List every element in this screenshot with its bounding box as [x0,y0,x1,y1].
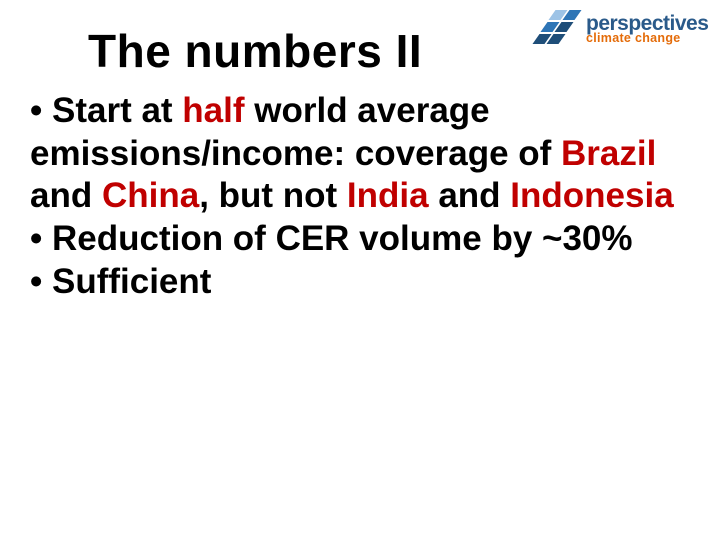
highlight-china: China [102,176,199,215]
highlight-half: half [182,91,244,130]
highlight-brazil: Brazil [561,134,656,173]
text-fragment: , but not [199,176,347,215]
logo-shapes-icon [522,10,584,54]
slide-body: • Start at half world average emissions/… [30,90,690,303]
bullet-1: • Start at half world average emissions/… [30,90,690,218]
brand-logo: perspectives climate change [522,8,702,63]
highlight-indonesia: Indonesia [510,176,673,215]
bullet-2: • Reduction of CER volume by ~30% [30,218,690,261]
text-fragment: and [429,176,511,215]
logo-text: perspectives climate change [586,14,708,45]
bullet-3: • Sufficient [30,261,690,304]
highlight-india: India [347,176,429,215]
slide-container: perspectives climate change The numbers … [0,0,720,540]
text-fragment: and [30,176,102,215]
text-fragment: • Start at [30,91,182,130]
